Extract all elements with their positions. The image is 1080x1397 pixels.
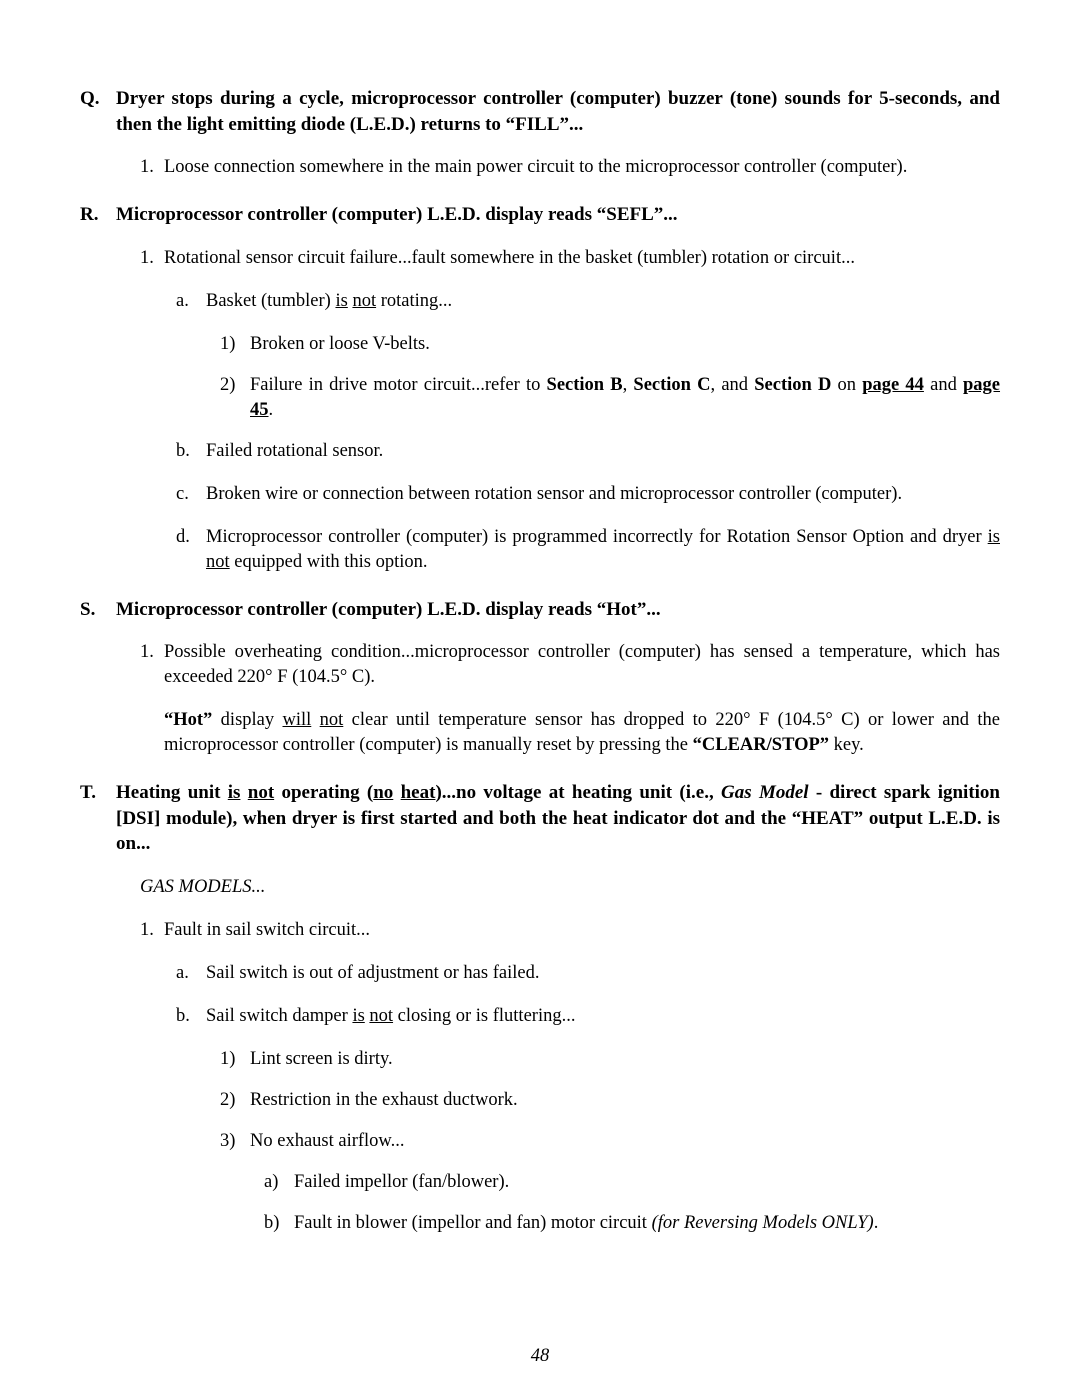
section-R-title: Microprocessor controller (computer) L.E… <box>116 202 1000 228</box>
list-text: Loose connection somewhere in the main p… <box>164 155 1000 180</box>
list-text: Sail switch damper is not closing or is … <box>206 1004 1000 1029</box>
list-number: 1) <box>220 1047 250 1072</box>
list-text: Failure in drive motor circuit...refer t… <box>250 373 1000 423</box>
list-number: 1. <box>140 155 164 180</box>
section-T-item-1b-1: 1) Lint screen is dirty. <box>220 1047 1000 1072</box>
page-number: 48 <box>0 1346 1080 1367</box>
section-R-heading: R. Microprocessor controller (computer) … <box>80 202 1000 228</box>
section-T-item-1b-3: 3) No exhaust airflow... <box>220 1129 1000 1154</box>
section-T-item-1b-2: 2) Restriction in the exhaust ductwork. <box>220 1088 1000 1113</box>
list-text: Broken or loose V-belts. <box>250 332 1000 357</box>
section-R-item-1a: a. Basket (tumbler) is not rotating... <box>176 289 1000 314</box>
section-T-title: Heating unit is not operating (no heat).… <box>116 780 1000 857</box>
list-number: 1. <box>140 246 164 271</box>
list-letter: d. <box>176 525 206 550</box>
section-T-item-1a: a. Sail switch is out of adjustment or h… <box>176 961 1000 986</box>
list-letter: c. <box>176 482 206 507</box>
list-text: Rotational sensor circuit failure...faul… <box>164 246 1000 271</box>
section-Q-item-1: 1. Loose connection somewhere in the mai… <box>140 155 1000 180</box>
page: Q. Dryer stops during a cycle, microproc… <box>0 0 1080 1397</box>
section-R-letter: R. <box>80 202 116 228</box>
section-S-paragraph: “Hot” display will not clear until tempe… <box>164 708 1000 758</box>
section-R-item-1b: b. Failed rotational sensor. <box>176 439 1000 464</box>
section-S-title: Microprocessor controller (computer) L.E… <box>116 597 1000 623</box>
list-number: 2) <box>220 1088 250 1113</box>
section-Q: Q. Dryer stops during a cycle, microproc… <box>80 86 1000 180</box>
section-R-item-1c: c. Broken wire or connection between rot… <box>176 482 1000 507</box>
list-number: 1. <box>140 640 164 665</box>
section-T-subhead: GAS MODELS... <box>140 875 1000 900</box>
section-S-heading: S. Microprocessor controller (computer) … <box>80 597 1000 623</box>
list-text: No exhaust airflow... <box>250 1129 1000 1154</box>
list-text: Microprocessor controller (computer) is … <box>206 525 1000 575</box>
list-letter: a) <box>264 1170 294 1195</box>
list-letter: a. <box>176 961 206 986</box>
list-number: 2) <box>220 373 250 398</box>
list-text: Broken wire or connection between rotati… <box>206 482 1000 507</box>
list-number: 3) <box>220 1129 250 1154</box>
list-text: Restriction in the exhaust ductwork. <box>250 1088 1000 1113</box>
section-T-item-1b: b. Sail switch damper is not closing or … <box>176 1004 1000 1029</box>
section-T-item-1b-3b: b) Fault in blower (impellor and fan) mo… <box>264 1211 1000 1236</box>
section-R-item-1a-1: 1) Broken or loose V-belts. <box>220 332 1000 357</box>
section-R-item-1a-2: 2) Failure in drive motor circuit...refe… <box>220 373 1000 423</box>
section-Q-title: Dryer stops during a cycle, microprocess… <box>116 86 1000 137</box>
list-text: Fault in blower (impellor and fan) motor… <box>294 1211 1000 1236</box>
list-number: 1. <box>140 918 164 943</box>
list-letter: b. <box>176 439 206 464</box>
section-R-item-1d: d. Microprocessor controller (computer) … <box>176 525 1000 575</box>
section-T-item-1b-3a: a) Failed impellor (fan/blower). <box>264 1170 1000 1195</box>
list-text: Sail switch is out of adjustment or has … <box>206 961 1000 986</box>
list-text: Fault in sail switch circuit... <box>164 918 1000 943</box>
section-S: S. Microprocessor controller (computer) … <box>80 597 1000 759</box>
section-Q-letter: Q. <box>80 86 116 112</box>
section-S-letter: S. <box>80 597 116 623</box>
list-letter: a. <box>176 289 206 314</box>
section-T-item-1: 1. Fault in sail switch circuit... <box>140 918 1000 943</box>
section-R-item-1: 1. Rotational sensor circuit failure...f… <box>140 246 1000 271</box>
list-number: 1) <box>220 332 250 357</box>
section-S-item-1: 1. Possible overheating condition...micr… <box>140 640 1000 690</box>
section-T-letter: T. <box>80 780 116 806</box>
list-text: Failed rotational sensor. <box>206 439 1000 464</box>
section-T: T. Heating unit is not operating (no hea… <box>80 780 1000 1236</box>
list-text: Basket (tumbler) is not rotating... <box>206 289 1000 314</box>
list-letter: b. <box>176 1004 206 1029</box>
section-T-heading: T. Heating unit is not operating (no hea… <box>80 780 1000 857</box>
list-text: Possible overheating condition...micropr… <box>164 640 1000 690</box>
list-letter: b) <box>264 1211 294 1236</box>
list-text: Failed impellor (fan/blower). <box>294 1170 1000 1195</box>
section-R: R. Microprocessor controller (computer) … <box>80 202 1000 574</box>
list-text: Lint screen is dirty. <box>250 1047 1000 1072</box>
section-Q-heading: Q. Dryer stops during a cycle, microproc… <box>80 86 1000 137</box>
